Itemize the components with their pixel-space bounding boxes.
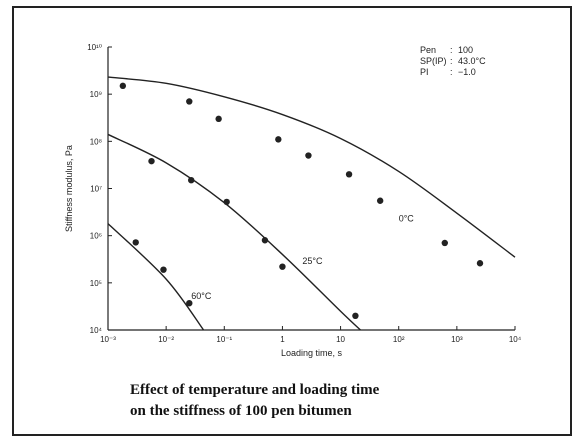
legend-key-2: PI	[420, 67, 429, 77]
y-tick-label-5: 10⁹	[90, 90, 102, 99]
series-line-0	[107, 76, 516, 258]
x-tick-label-1: 10⁻²	[158, 335, 174, 344]
x-tick-label-4: 10	[336, 335, 345, 344]
series-line-1	[107, 133, 361, 331]
data-point-0-4	[305, 152, 312, 159]
data-point-2-1	[160, 266, 167, 273]
legend-key-0: Pen	[420, 45, 436, 55]
x-tick-label-5: 10²	[393, 335, 405, 344]
x-tick-label-6: 10³	[451, 335, 463, 344]
series-line-2	[107, 223, 205, 331]
data-point-2-2	[186, 299, 193, 307]
data-point-1-4	[279, 263, 286, 270]
y-tick-label-1: 10⁵	[90, 279, 102, 288]
legend-value-0: 100	[458, 45, 473, 55]
caption-line-2: on the stiffness of 100 pen bitumen	[130, 403, 352, 419]
y-tick-label-6: 10¹⁰	[87, 43, 102, 52]
data-point-0-0	[119, 82, 127, 90]
legend-value-2: −1.0	[458, 67, 476, 77]
data-point-0-5	[345, 171, 353, 178]
data-point-1-1	[188, 176, 195, 184]
curve-label-0: 0°C	[399, 213, 415, 223]
data-point-0-1	[186, 98, 193, 105]
caption-line-1: Effect of temperature and loading time	[130, 382, 380, 398]
data-point-0-6	[376, 197, 384, 204]
data-point-1-2	[223, 198, 230, 206]
x-tick-label-2: 10⁻¹	[216, 335, 232, 344]
legend-value-1: 43.0°C	[458, 56, 486, 66]
y-tick-label-2: 10⁶	[90, 232, 102, 241]
x-axis-title: Loading time, s	[281, 348, 343, 358]
y-tick-label-3: 10⁷	[90, 185, 102, 194]
legend-separator-1: :	[450, 56, 453, 66]
data-point-1-3	[261, 237, 269, 244]
legend-separator-2: :	[450, 67, 453, 77]
curve-label-1: 25°C	[302, 256, 323, 266]
y-axis-title: Stiffness modulus, Pa	[64, 145, 74, 232]
data-point-1-0	[148, 157, 155, 165]
legend-separator-0: :	[450, 45, 453, 55]
figure-caption: Effect of temperature and loading time o…	[130, 380, 510, 422]
x-tick-label-3: 1	[280, 335, 285, 344]
data-point-0-3	[275, 136, 282, 143]
y-tick-label-0: 10⁴	[90, 326, 103, 335]
legend-key-1: SP(IP)	[420, 56, 447, 66]
data-point-1-5	[352, 312, 359, 320]
data-point-0-2	[215, 115, 222, 123]
data-point-0-7	[441, 239, 448, 247]
curve-label-2: 60°C	[191, 291, 212, 301]
data-point-0-8	[476, 260, 484, 267]
stiffness-chart: 10⁻³ 10⁻² 10⁻¹ 1 10 10² 10³ 10⁴ 10⁴ 10⁵ 10⁶ 10⁷ 10⁸ 1…	[64, 43, 522, 358]
y-tick-label-4: 10⁸	[90, 137, 102, 146]
x-tick-label-0: 10⁻³	[100, 335, 116, 344]
x-tick-label-7: 10⁴	[509, 335, 522, 344]
figure-frame	[12, 6, 572, 436]
data-point-2-0	[132, 239, 139, 246]
